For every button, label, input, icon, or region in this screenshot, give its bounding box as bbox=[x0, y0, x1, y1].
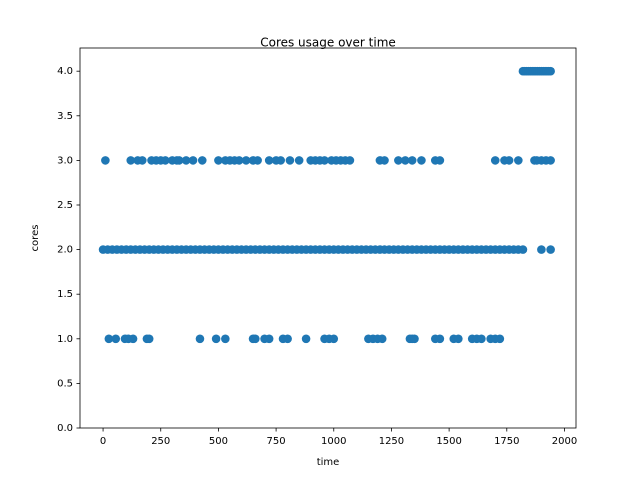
point bbox=[301, 334, 311, 344]
point bbox=[435, 334, 445, 344]
point bbox=[195, 334, 205, 344]
point bbox=[329, 334, 339, 344]
x-axis-label: time bbox=[317, 457, 340, 468]
y-tick-label: 2.0 bbox=[57, 245, 73, 256]
point bbox=[241, 156, 251, 165]
point bbox=[253, 156, 262, 165]
point bbox=[345, 156, 355, 165]
point bbox=[174, 156, 184, 165]
point bbox=[144, 334, 154, 344]
point bbox=[518, 245, 528, 254]
point bbox=[285, 156, 295, 165]
point bbox=[514, 156, 523, 165]
point bbox=[377, 334, 387, 344]
point bbox=[188, 156, 198, 165]
axes-frame bbox=[79, 47, 577, 429]
x-tick-label: 250 bbox=[151, 436, 170, 447]
point bbox=[504, 156, 514, 165]
point bbox=[400, 156, 410, 165]
point bbox=[537, 245, 546, 254]
y-axis-label: cores bbox=[30, 225, 41, 252]
point bbox=[546, 245, 555, 254]
point bbox=[221, 334, 230, 344]
point bbox=[454, 334, 463, 344]
y-tick-label: 0.5 bbox=[57, 378, 73, 389]
x-tick-label: 0 bbox=[100, 436, 106, 447]
point bbox=[104, 334, 114, 344]
y-tick-label: 0.0 bbox=[57, 423, 73, 434]
point bbox=[477, 334, 486, 344]
point bbox=[128, 334, 138, 344]
y-tick-label: 2.5 bbox=[57, 200, 73, 211]
point bbox=[435, 156, 445, 165]
point bbox=[137, 156, 147, 165]
y-tick-label: 4.0 bbox=[57, 66, 73, 77]
point bbox=[410, 334, 419, 344]
point bbox=[251, 334, 260, 344]
point bbox=[211, 334, 221, 344]
point bbox=[320, 156, 329, 165]
point bbox=[101, 156, 110, 165]
y-tick-label: 1.5 bbox=[57, 289, 73, 300]
point bbox=[490, 156, 500, 165]
point bbox=[380, 156, 389, 165]
point bbox=[276, 156, 286, 165]
point bbox=[546, 66, 555, 76]
point bbox=[264, 156, 274, 165]
point bbox=[407, 156, 417, 165]
chart-title: Cores usage over time bbox=[260, 36, 396, 50]
y-tick-label: 1.0 bbox=[57, 334, 73, 345]
point bbox=[264, 334, 274, 344]
x-tick-label: 750 bbox=[267, 436, 286, 447]
x-tick-label: 500 bbox=[209, 436, 228, 447]
point bbox=[214, 156, 223, 165]
y-tick-label: 3.0 bbox=[57, 155, 73, 166]
point bbox=[546, 156, 555, 165]
point bbox=[495, 334, 505, 344]
point bbox=[181, 156, 191, 165]
x-tick-label: 1750 bbox=[494, 436, 519, 447]
point bbox=[161, 156, 170, 165]
x-tick-label: 2000 bbox=[552, 436, 577, 447]
x-tick-label: 1000 bbox=[321, 436, 346, 447]
point bbox=[234, 156, 244, 165]
point bbox=[394, 156, 403, 165]
point bbox=[283, 334, 292, 344]
point bbox=[294, 156, 304, 165]
point bbox=[417, 156, 426, 165]
x-tick-label: 1250 bbox=[379, 436, 404, 447]
point bbox=[126, 156, 136, 165]
x-tick-label: 1500 bbox=[436, 436, 461, 447]
point bbox=[197, 156, 207, 165]
point bbox=[111, 334, 121, 344]
y-tick-label: 3.5 bbox=[57, 111, 73, 122]
